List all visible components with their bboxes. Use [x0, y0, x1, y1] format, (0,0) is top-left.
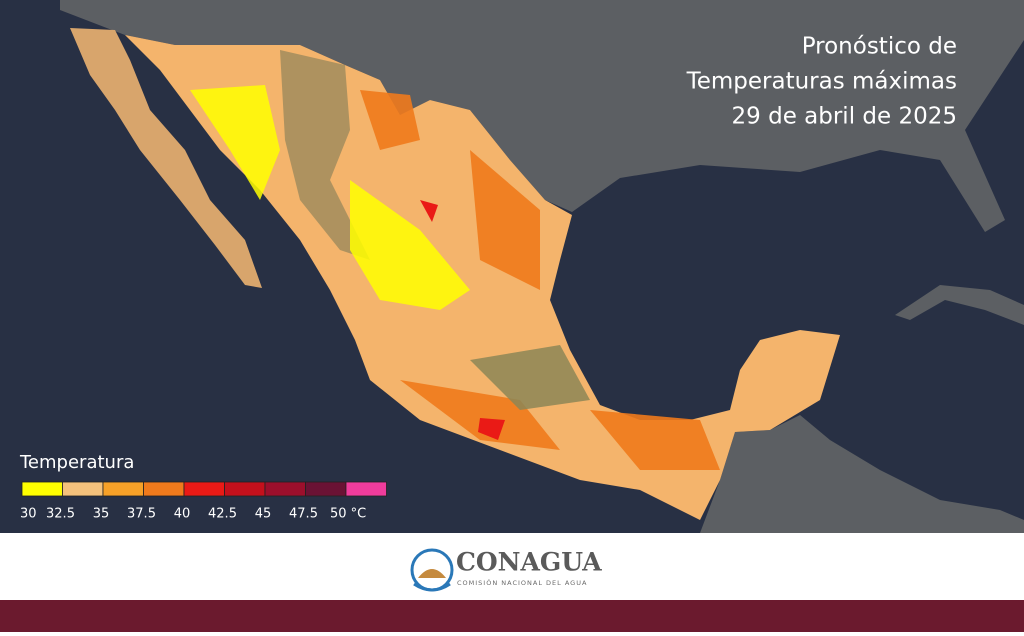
hot-zone — [590, 410, 720, 470]
legend-swatch — [183, 481, 225, 497]
legend-label: 50 °C — [330, 507, 366, 522]
legend-label: 32.5 — [46, 507, 75, 522]
logo-subtitle: COMISIÓN NACIONAL DEL AGUA — [457, 578, 587, 587]
legend-label: 45 — [255, 507, 272, 522]
legend-swatch — [102, 481, 144, 497]
logo-icon — [410, 548, 454, 592]
very-hot-zone — [478, 418, 505, 440]
hot-zone — [400, 380, 560, 450]
legend-swatch — [345, 481, 387, 497]
baja-california — [70, 28, 262, 288]
legend-swatch — [21, 481, 63, 497]
title-line: Temperaturas máximas — [686, 69, 957, 95]
cuba — [895, 285, 1024, 325]
highland-zone — [470, 345, 590, 410]
warm-zone — [350, 180, 470, 310]
legend-swatch — [62, 481, 104, 497]
logo-name: CONAGUA — [456, 548, 602, 577]
central-america — [700, 415, 1024, 533]
legend-swatch — [143, 481, 185, 497]
hot-zone — [360, 90, 420, 150]
highland-zone — [280, 50, 370, 260]
footer-bar — [0, 600, 1024, 632]
legend-swatch — [305, 481, 347, 497]
legend-label: 37.5 — [127, 507, 156, 522]
legend: 30 32.5 35 37.5 40 42.5 45 47.5 50 °C — [20, 481, 387, 522]
legend-title: Temperatura — [19, 452, 134, 473]
legend-label: 40 — [174, 507, 191, 522]
legend-swatch — [224, 481, 266, 497]
very-hot-zone — [420, 200, 438, 222]
legend-label: 42.5 — [208, 507, 237, 522]
title-line: Pronóstico de — [802, 34, 957, 60]
legend-label: 35 — [93, 507, 110, 522]
legend-label: 47.5 — [289, 507, 318, 522]
title-line: 29 de abril de 2025 — [732, 104, 957, 130]
legend-swatch — [264, 481, 306, 497]
warm-zone — [190, 85, 280, 200]
legend-label: 30 — [20, 507, 37, 522]
hot-zone — [470, 150, 540, 290]
footer — [0, 533, 1024, 600]
usa-land — [60, 0, 1024, 232]
